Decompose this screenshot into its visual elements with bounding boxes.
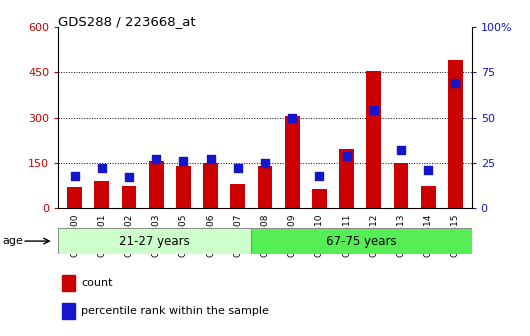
Text: percentile rank within the sample: percentile rank within the sample (81, 306, 269, 316)
Bar (63, 303, 75, 319)
Point (288, 115, 296, 120)
Bar (421, 185, 436, 208)
Bar (312, 189, 327, 208)
Bar (67, 187, 82, 208)
Point (206, 157, 215, 162)
Point (179, 159, 188, 164)
Point (397, 148, 405, 153)
Point (70, 173, 79, 178)
Point (98, 166, 106, 171)
Text: 21-27 years: 21-27 years (119, 235, 190, 248)
Point (152, 157, 161, 162)
Point (315, 173, 324, 178)
Point (342, 153, 351, 158)
Bar (203, 163, 218, 208)
Point (234, 166, 242, 171)
Text: 67-75 years: 67-75 years (326, 235, 397, 248)
Bar (448, 60, 463, 208)
Bar (393, 163, 409, 208)
Bar (94, 181, 109, 208)
Bar (121, 185, 137, 208)
Bar (63, 275, 75, 291)
Text: GDS288 / 223668_at: GDS288 / 223668_at (58, 15, 196, 28)
Point (451, 80, 460, 86)
Bar (366, 71, 381, 208)
Bar (231, 184, 245, 208)
Text: age: age (3, 236, 23, 246)
Point (261, 160, 269, 166)
Point (424, 168, 432, 173)
Bar (258, 166, 272, 208)
Point (369, 108, 378, 113)
Bar (285, 116, 299, 208)
Bar (339, 149, 354, 208)
Bar (251, 228, 472, 254)
Bar (58, 228, 251, 254)
Text: count: count (81, 278, 112, 288)
Bar (176, 166, 191, 208)
Point (125, 175, 133, 180)
Bar (149, 161, 164, 208)
